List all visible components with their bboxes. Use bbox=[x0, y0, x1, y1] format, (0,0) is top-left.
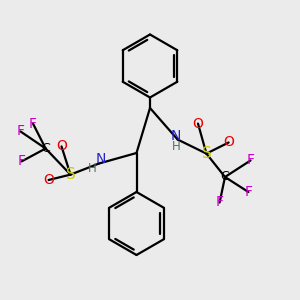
Text: O: O bbox=[223, 136, 234, 149]
Text: F: F bbox=[216, 196, 224, 209]
Text: H: H bbox=[172, 140, 181, 153]
Text: C: C bbox=[41, 142, 50, 155]
Text: F: F bbox=[247, 154, 254, 167]
Text: O: O bbox=[43, 173, 54, 187]
Text: F: F bbox=[16, 124, 24, 138]
Text: H: H bbox=[88, 161, 97, 175]
Text: F: F bbox=[18, 154, 26, 168]
Text: N: N bbox=[171, 129, 181, 143]
Text: C: C bbox=[220, 170, 230, 184]
Text: N: N bbox=[95, 152, 106, 166]
Text: S: S bbox=[66, 167, 75, 182]
Text: S: S bbox=[202, 146, 211, 161]
Text: F: F bbox=[244, 185, 252, 199]
Text: O: O bbox=[193, 117, 203, 130]
Text: O: O bbox=[56, 140, 67, 153]
Text: F: F bbox=[29, 117, 37, 130]
